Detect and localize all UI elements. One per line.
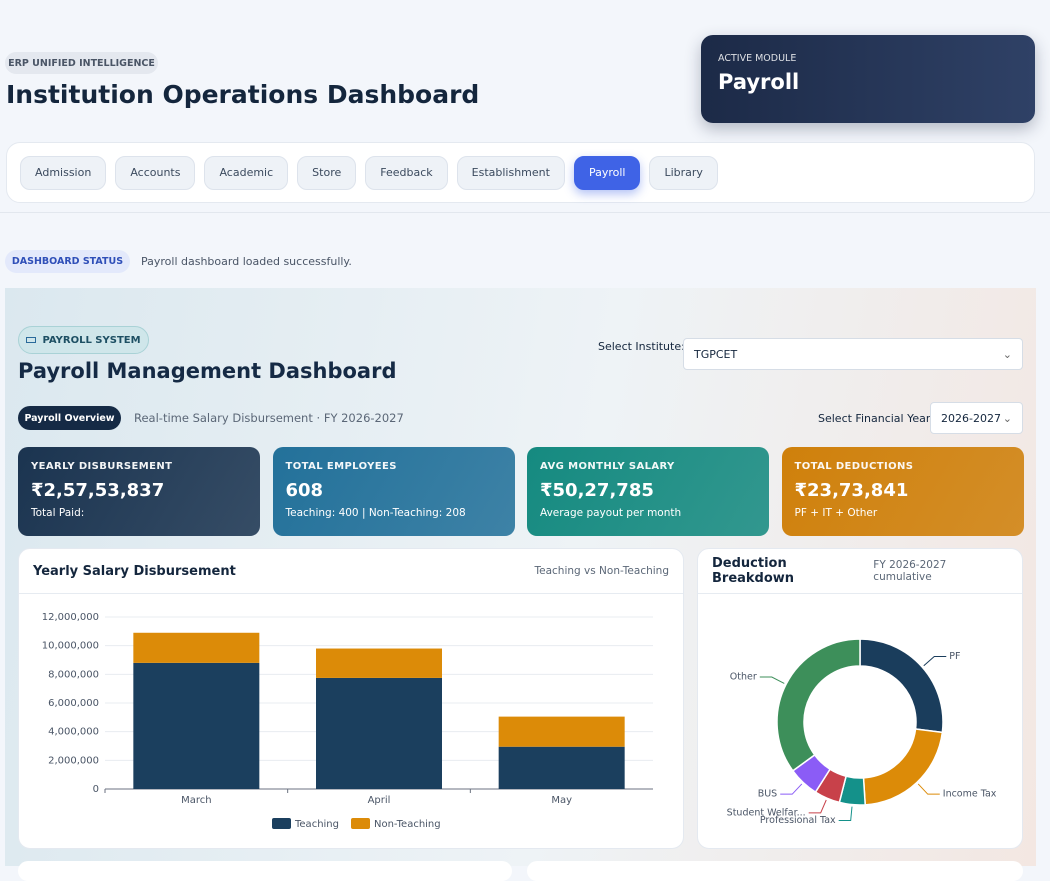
donut-slice — [862, 728, 944, 806]
kpi-label: YEARLY DISBURSEMENT — [31, 461, 173, 472]
legend-swatch — [351, 818, 370, 829]
x-tick-label: May — [551, 795, 572, 806]
kpi-value: 608 — [285, 480, 324, 501]
x-tick-label: April — [368, 795, 391, 806]
slice-label: PF — [949, 651, 960, 662]
kpi-label: AVG MONTHLY SALARY — [540, 461, 675, 472]
kpi-value: ₹23,73,841 — [794, 480, 909, 501]
kpi-note: Average payout per month — [540, 507, 682, 519]
payroll-badge: PAYROLL SYSTEM — [18, 326, 149, 354]
legend-label: Non-Teaching — [374, 819, 441, 830]
nav-tab[interactable]: Accounts — [115, 155, 196, 190]
donut-slice — [776, 638, 861, 772]
overview-pill: Payroll Overview — [18, 406, 121, 430]
year-value: 2026-2027 — [941, 411, 1001, 425]
status-message: Payroll dashboard loaded successfully. — [141, 255, 352, 268]
institute-select[interactable]: TGPCET ⌄ — [683, 338, 1023, 370]
y-tick-label: 8,000,000 — [48, 669, 99, 680]
y-tick-label: 4,000,000 — [48, 727, 99, 738]
kpi-card: YEARLY DISBURSEMENT ₹2,57,53,837 Total Pai… — [18, 447, 260, 536]
nav-tab[interactable]: Establishment — [456, 155, 565, 190]
slice-label: Income Tax — [943, 789, 997, 800]
y-tick-label: 6,000,000 — [48, 698, 99, 709]
leader-line — [917, 783, 940, 795]
nav-tab[interactable]: Admission — [20, 155, 107, 190]
card-icon — [26, 337, 37, 343]
donut-slice — [859, 638, 944, 734]
kpi-card: TOTAL DEDUCTIONS ₹23,73,841 PF + IT + Othe… — [781, 447, 1024, 536]
year-select[interactable]: 2026-2027 ⌄ — [930, 402, 1023, 434]
bar-segment — [133, 662, 260, 789]
nav-tab[interactable]: Feedback — [365, 155, 448, 190]
institute-label: Select Institute: — [598, 340, 685, 353]
card-header: Deduction Breakdown FY 2026-2027 cumulati… — [698, 549, 1022, 594]
kpi-card: AVG MONTHLY SALARY ₹50,27,785 Average payo… — [527, 447, 769, 536]
y-tick-label: 10,000,000 — [42, 641, 99, 652]
nav-tab[interactable]: Library — [649, 155, 718, 190]
legend-swatch — [272, 818, 291, 829]
kpi-value: ₹2,57,53,837 — [31, 480, 165, 501]
chevron: ⌄ — [1002, 347, 1012, 361]
institute-value: TGPCET — [694, 347, 738, 361]
payroll-badge-text: PAYROLL SYSTEM — [42, 334, 141, 346]
kpi-label: TOTAL DEDUCTIONS — [794, 461, 914, 472]
donut-card: Deduction Breakdown FY 2026-2027 cumulati… — [697, 548, 1023, 849]
year-label: Select Financial Year: — [818, 412, 934, 425]
next-card — [18, 861, 512, 881]
bar-card: Yearly Salary Disbursement Teaching vs No… — [18, 548, 684, 849]
nav-tab[interactable]: Payroll — [573, 155, 641, 190]
active-module-name: Payroll — [718, 70, 800, 94]
legend-label: Teaching — [294, 819, 339, 830]
slice-label: Professional Tax — [760, 815, 836, 826]
x-tick-label: March — [181, 795, 211, 806]
next-card — [527, 861, 1023, 881]
nav-tab[interactable]: Academic — [204, 155, 289, 190]
kpi-card: TOTAL EMPLOYEES 608 Teaching: 400 | Non-Te… — [272, 447, 515, 536]
kpi-note: PF + IT + Other — [794, 507, 878, 519]
payroll-subtitle: Real-time Salary Disbursement · FY 2026-… — [134, 411, 404, 425]
leader-line — [923, 656, 947, 667]
card-title: Yearly Salary Disbursement — [33, 563, 236, 579]
bar-segment — [133, 632, 260, 663]
nav-tab[interactable]: Store — [297, 155, 357, 190]
y-tick-label: 0 — [93, 784, 99, 795]
nav-bar: Admission Accounts Academic Store Feedback Es… — [6, 142, 1035, 203]
bar-segment — [316, 677, 442, 789]
leader-line — [780, 783, 803, 795]
leader-line — [759, 676, 785, 684]
leader-line — [838, 806, 853, 822]
y-tick-label: 12,000,000 — [42, 612, 99, 623]
kpi-note: Total Paid: — [31, 507, 85, 519]
card-header: Yearly Salary Disbursement Teaching vs No… — [19, 549, 683, 594]
legend-item: Non-Teaching — [351, 818, 441, 830]
active-module-label: ACTIVE MODULE — [718, 53, 797, 64]
bar-chart: 0 2,000,000 4,000,000 6,000,000 8,000,000 10,… — [42, 612, 653, 830]
leader-line — [808, 799, 827, 814]
slice-label: Student Welfar... — [727, 807, 806, 818]
payroll-title: Payroll Management Dashboard — [18, 359, 397, 383]
bar-segment — [316, 648, 442, 678]
chevron: ⌄ — [1002, 411, 1012, 425]
kpi-note: Teaching: 400 | Non-Teaching: 208 — [285, 507, 466, 519]
card-title: Deduction Breakdown — [712, 556, 795, 586]
card-subtitle: Teaching vs Non-Teaching — [534, 565, 670, 577]
kpi-value: ₹50,27,785 — [540, 480, 654, 501]
bar-segment — [498, 746, 625, 789]
slice-label: BUS — [758, 789, 778, 800]
header-badge: ERP UNIFIED INTELLIGENCE — [5, 52, 158, 74]
active-module-card: ACTIVE MODULE Payroll — [701, 35, 1035, 123]
card-subtitle: FY 2026-2027 cumulative — [873, 559, 947, 583]
slice-label: Other — [730, 672, 757, 683]
status-label: DASHBOARD STATUS — [5, 250, 130, 273]
kpi-label: TOTAL EMPLOYEES — [285, 461, 397, 472]
y-tick-label: 2,000,000 — [48, 755, 99, 766]
legend-item: Teaching — [272, 818, 339, 830]
bar-segment — [498, 716, 625, 747]
header-title: Institution Operations Dashboard — [6, 80, 480, 109]
divider — [0, 212, 1050, 213]
